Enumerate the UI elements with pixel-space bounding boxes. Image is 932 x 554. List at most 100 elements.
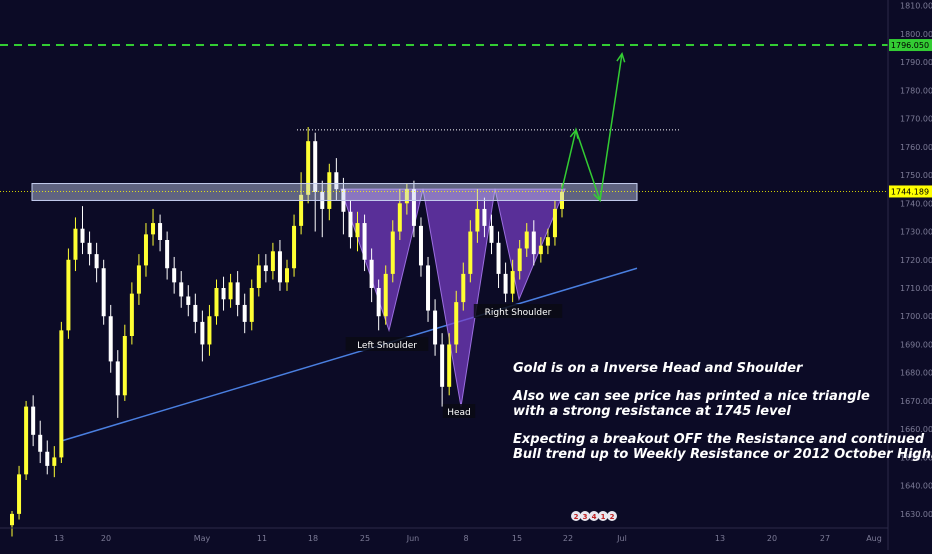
candle xyxy=(80,206,85,255)
candle xyxy=(285,259,289,291)
candle xyxy=(59,321,64,464)
watermark-badge xyxy=(589,511,599,521)
y-tick-label: 1700.000 xyxy=(900,312,932,321)
y-tick-label: 1780.000 xyxy=(900,86,932,95)
candle xyxy=(151,208,156,246)
candle-body xyxy=(538,245,543,255)
y-tick-label: 1690.000 xyxy=(900,340,932,349)
candle-body xyxy=(263,265,268,272)
candle-body xyxy=(10,513,14,526)
candle xyxy=(249,279,254,331)
candle-body xyxy=(256,265,261,288)
candle-body xyxy=(334,172,339,190)
candle-body xyxy=(545,237,550,246)
candle-body xyxy=(59,330,64,458)
head-label-bg xyxy=(442,404,476,418)
candle xyxy=(256,254,261,297)
candle xyxy=(475,189,480,243)
y-tick-label: 1670.000 xyxy=(900,397,932,406)
candle-body xyxy=(292,225,297,269)
watermark-digit: 4 xyxy=(592,513,597,521)
candle-body xyxy=(228,282,233,300)
watermark-badge xyxy=(598,511,608,521)
candle xyxy=(200,310,205,362)
candle-body xyxy=(383,273,388,317)
candle-body xyxy=(447,344,452,387)
candle-body xyxy=(38,434,43,452)
analysis-text: Gold is on a Inverse Head and Shoulder A… xyxy=(512,361,932,462)
current-price-tag xyxy=(889,185,932,198)
candle-body xyxy=(355,223,360,238)
candle-body xyxy=(482,208,487,226)
candle xyxy=(179,271,184,308)
candle-body xyxy=(249,288,254,322)
candle xyxy=(376,279,381,331)
candle xyxy=(390,220,395,283)
x-tick-label: 13 xyxy=(54,534,64,543)
candle xyxy=(426,256,431,322)
candle xyxy=(94,242,99,283)
candle-body xyxy=(426,265,431,311)
candle xyxy=(165,231,170,280)
candle-body xyxy=(45,451,50,466)
candle-body xyxy=(468,231,473,274)
candle xyxy=(136,254,141,305)
candle-body xyxy=(489,225,494,243)
projection-arrowhead-3 xyxy=(616,51,626,63)
candle xyxy=(277,240,282,291)
candle xyxy=(538,237,543,263)
candle xyxy=(24,400,29,480)
left-shoulder-label-bg xyxy=(345,337,429,351)
y-tick-label: 1730.000 xyxy=(900,228,932,237)
candle xyxy=(214,279,219,325)
candle-body xyxy=(524,231,529,249)
candle xyxy=(158,214,163,252)
candle-body xyxy=(31,406,36,435)
candle xyxy=(348,200,353,249)
y-tick-label: 1660.000 xyxy=(900,425,932,434)
candle-body xyxy=(129,293,134,336)
candle xyxy=(66,248,71,339)
candle xyxy=(207,304,212,356)
head-label: Head xyxy=(447,408,471,418)
annotation-line-5: Bull trend up to Weekly Resistance or 20… xyxy=(513,447,932,462)
candle-body xyxy=(122,336,127,396)
watermark-digit: 2 xyxy=(610,513,615,521)
candle xyxy=(489,214,494,255)
y-tick-label: 1790.000 xyxy=(900,58,932,67)
x-tick-label: Jun xyxy=(406,534,420,543)
x-tick-label: Jul xyxy=(616,534,627,543)
x-tick-label: 11 xyxy=(257,534,267,543)
candle-body xyxy=(390,231,395,274)
projection-arrowhead-2 xyxy=(593,191,602,203)
candle-body xyxy=(242,304,247,322)
candle xyxy=(228,273,233,308)
candle xyxy=(129,282,134,345)
candle-body xyxy=(136,265,141,294)
annotation-line-2: Also we can see price has printed a nice… xyxy=(512,389,870,404)
candle xyxy=(552,200,557,246)
candle-body xyxy=(158,223,163,240)
candle-body xyxy=(531,231,536,255)
candle xyxy=(454,290,459,353)
candle-body xyxy=(496,242,501,274)
candle-body xyxy=(362,223,367,260)
candle-body xyxy=(454,302,459,345)
candle-body xyxy=(221,288,226,300)
candle-body xyxy=(186,296,191,305)
x-tick-label: 18 xyxy=(308,534,318,543)
candle-body xyxy=(461,273,466,303)
candle xyxy=(313,132,318,232)
candle xyxy=(87,231,92,266)
y-tick-label: 1630.000 xyxy=(900,510,932,519)
x-tick-label: 8 xyxy=(463,534,468,543)
y-tick-label: 1770.000 xyxy=(900,115,932,124)
candle-body xyxy=(475,208,480,232)
candle xyxy=(433,299,438,356)
right-shoulder-label: Right Shoulder xyxy=(485,308,552,318)
candle xyxy=(531,220,536,266)
x-tick-label: 27 xyxy=(820,534,830,543)
resistance-zone xyxy=(31,183,638,201)
